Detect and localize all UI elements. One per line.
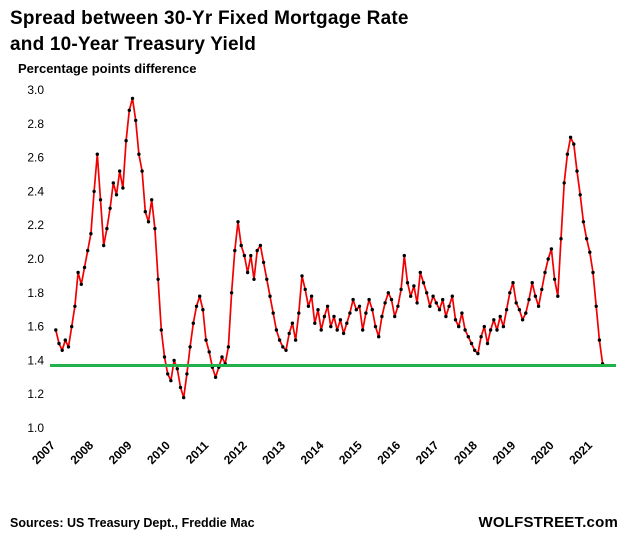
svg-text:2008: 2008 xyxy=(67,438,96,467)
spread-line-chart: 1.0 1.2 1.4 1.6 1.8 2.0 2.2 2.4 2.6 2.8 3.0 2007 200… xyxy=(27,83,616,467)
svg-text:2017: 2017 xyxy=(413,438,442,467)
chart-area: 1.0 1.2 1.4 1.6 1.8 2.0 2.2 2.4 2.6 2.8 3.0 2007 200… xyxy=(10,78,622,513)
svg-text:2012: 2012 xyxy=(221,438,250,467)
svg-text:2007: 2007 xyxy=(29,438,58,467)
brand-logo: WOLFSTREET.com xyxy=(479,514,618,531)
chart-title-line2: and 10-Year Treasury Yield xyxy=(10,33,257,55)
svg-text:2019: 2019 xyxy=(490,438,519,467)
svg-text:2.4: 2.4 xyxy=(27,185,44,199)
svg-text:2009: 2009 xyxy=(106,438,135,467)
brand-name: WOLFSTREET xyxy=(478,514,583,531)
svg-text:2018: 2018 xyxy=(451,438,480,467)
brand-suffix: .com xyxy=(582,514,618,531)
svg-text:3.0: 3.0 xyxy=(27,83,44,97)
svg-text:2013: 2013 xyxy=(259,438,288,467)
chart-title: Spread between 30-Yr Fixed Mortgage Rate… xyxy=(10,6,622,57)
svg-text:2010: 2010 xyxy=(144,438,173,467)
chart-subtitle: Percentage points difference xyxy=(18,61,197,77)
svg-text:1.0: 1.0 xyxy=(27,421,44,435)
svg-text:2016: 2016 xyxy=(374,438,403,467)
svg-text:2.2: 2.2 xyxy=(27,218,44,232)
svg-text:2015: 2015 xyxy=(336,438,365,467)
svg-text:2.8: 2.8 xyxy=(27,117,44,131)
svg-text:1.2: 1.2 xyxy=(27,387,44,401)
sources-note: Sources: US Treasury Dept., Freddie Mac xyxy=(10,516,255,530)
chart-title-line1: Spread between 30-Yr Fixed Mortgage Rate xyxy=(10,8,409,29)
svg-text:1.8: 1.8 xyxy=(27,286,44,300)
svg-text:2.0: 2.0 xyxy=(27,252,44,266)
svg-text:1.6: 1.6 xyxy=(27,320,44,334)
svg-text:2020: 2020 xyxy=(528,438,557,467)
svg-text:2021: 2021 xyxy=(566,438,595,467)
svg-text:2.6: 2.6 xyxy=(27,151,44,165)
svg-text:2014: 2014 xyxy=(298,438,327,467)
footer: Sources: US Treasury Dept., Freddie Mac … xyxy=(10,514,618,531)
svg-text:1.4: 1.4 xyxy=(27,354,44,368)
svg-text:2011: 2011 xyxy=(183,438,212,467)
